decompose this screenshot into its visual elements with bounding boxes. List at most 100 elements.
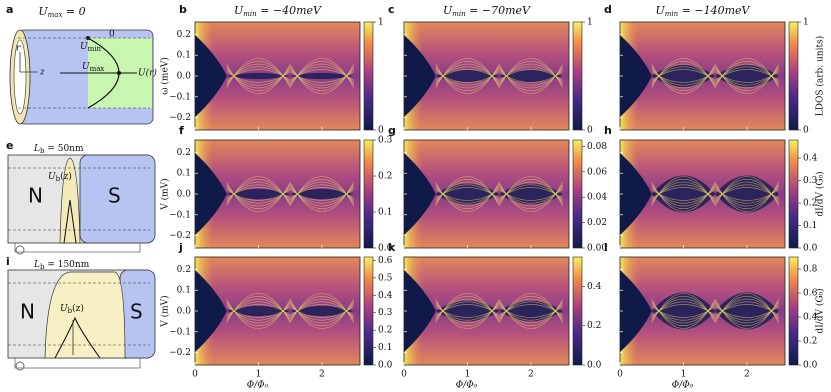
colorbar-tick-label: 0 — [378, 126, 384, 136]
gap-region — [715, 175, 779, 213]
axis-letter: r — [16, 44, 21, 54]
colorbar-tick-label: 0.5 — [378, 273, 393, 283]
colorbar — [572, 256, 583, 366]
text-part: (z) — [72, 303, 84, 314]
subgap-state — [435, 299, 500, 329]
gap-region — [715, 292, 779, 330]
y-axis-label: V (mV) — [160, 178, 171, 210]
subgap-state — [226, 58, 291, 88]
panel-label: h — [604, 124, 612, 137]
x-tick-label: 0 — [617, 370, 623, 380]
subgap-state — [226, 299, 291, 329]
panel-label: g — [388, 124, 396, 137]
column-title: Umin = −40meV — [234, 4, 322, 18]
text-part: = 0 — [62, 5, 85, 18]
text-part: min — [88, 45, 102, 53]
subgap-state — [714, 58, 779, 88]
colorbar-label: LDOS (arb. units) — [815, 36, 826, 116]
subgap-state — [289, 299, 354, 329]
colorbar-tick-label: 0.02 — [587, 218, 607, 228]
subgap-state — [226, 176, 291, 206]
gap-region — [620, 34, 652, 118]
colorbar-tick-label: 0.1 — [378, 208, 392, 218]
x-tick-label: 2 — [319, 370, 325, 380]
gap-region — [404, 269, 436, 353]
subgap-state — [435, 293, 500, 323]
subgap-state — [435, 182, 500, 212]
y-tick-label: 0.1 — [177, 286, 191, 296]
y-tick-label: −0.1 — [169, 210, 191, 220]
y-tick-label: 0.2 — [177, 30, 191, 40]
gap-region — [620, 269, 652, 353]
text-part: U — [80, 42, 88, 52]
colorbar-label: dI/dV (G₀) — [815, 288, 826, 333]
text-part: min — [452, 10, 466, 18]
text-part: U — [656, 4, 666, 17]
gap-region — [404, 152, 436, 236]
text-part: U — [234, 4, 244, 17]
text-part: max — [90, 65, 105, 73]
subgap-state — [498, 176, 563, 206]
heatmap — [195, 140, 360, 248]
region-label: N — [28, 184, 43, 208]
text-part: = −40meV — [257, 4, 322, 17]
subgap-state — [498, 293, 563, 323]
subgap-state — [289, 58, 354, 88]
subgap-state — [651, 293, 716, 323]
subgap-state — [498, 64, 563, 94]
y-tick-label: 0.0 — [177, 72, 192, 82]
x-tick-label: 2 — [744, 370, 750, 380]
y-tick-label: −0.2 — [169, 113, 191, 123]
colorbar — [788, 21, 799, 131]
panel-title: Umax = 0 — [38, 5, 85, 19]
subgap-state — [651, 64, 716, 94]
region-label: S — [130, 300, 143, 324]
subgap-state — [289, 293, 354, 323]
heatmap — [404, 257, 569, 365]
colorbar — [572, 21, 583, 131]
schematic-a — [9, 29, 154, 125]
colorbar-tick-label: 1 — [378, 18, 384, 28]
text-part: U — [82, 62, 90, 72]
y-tick-label: −0.1 — [169, 92, 191, 102]
gap-region — [290, 72, 354, 80]
x-tick-label: 1 — [256, 370, 262, 380]
panel-label: i — [6, 255, 10, 268]
text-part: b — [40, 263, 45, 271]
column-title: Umin = −140meV — [656, 4, 751, 18]
colorbar-tick-label: 0.3 — [378, 136, 393, 146]
gap-region — [226, 188, 291, 200]
text-part: U — [60, 304, 68, 314]
y-tick-label: 0.1 — [177, 169, 191, 179]
colorbar — [363, 139, 374, 249]
colorbar-tick-label: 0.2 — [378, 326, 392, 336]
colorbar-tick-label: 0.06 — [587, 167, 607, 177]
gap-region — [195, 34, 227, 118]
x-tick-label: 0 — [401, 370, 407, 380]
heatmap — [195, 257, 360, 365]
subgap-state — [651, 299, 716, 329]
heatmap — [195, 22, 360, 130]
colorbar-tick-label: 0.00 — [587, 244, 607, 254]
subgap-state — [289, 176, 354, 206]
subgap-state — [226, 64, 291, 94]
gap-region — [435, 69, 500, 83]
subgap-state — [651, 176, 716, 206]
heatmap — [620, 257, 785, 365]
subgap-state — [498, 58, 563, 88]
x-tick-label: 0 — [192, 370, 198, 380]
x-axis-label: Φ/Φ₀ — [672, 381, 694, 391]
colorbar-tick-label: 0.1 — [803, 221, 817, 231]
subgap-state — [498, 182, 563, 212]
heatmap — [404, 140, 569, 248]
x-tick-label: 1 — [465, 370, 471, 380]
annotation: Lb = 150nm — [33, 260, 90, 272]
annotation: 0 — [109, 30, 115, 40]
y-tick-label: 0.0 — [177, 190, 192, 200]
heatmap — [620, 140, 785, 248]
region-label: S — [108, 184, 121, 208]
text-part: L — [33, 144, 40, 154]
gap-region — [499, 69, 563, 83]
panel-label: d — [604, 3, 612, 16]
